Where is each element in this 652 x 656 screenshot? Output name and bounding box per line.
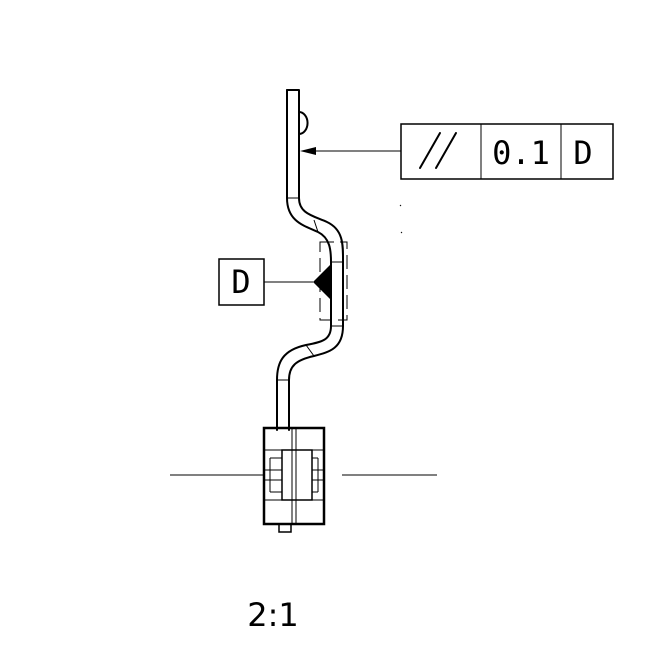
datum-feature-box bbox=[218, 258, 265, 306]
clamp-block bbox=[262, 426, 326, 533]
bracket-outer-edge bbox=[286, 89, 345, 431]
parallelism-icon bbox=[419, 132, 457, 169]
flange-arc bbox=[298, 111, 309, 135]
feature-control-frame bbox=[400, 123, 614, 180]
stray-mark-2 bbox=[400, 231, 403, 234]
fcf-tolerance-value: 0.1 bbox=[492, 134, 550, 172]
bracket-inner-edge bbox=[276, 89, 332, 431]
fcf-leader-arrowhead bbox=[300, 147, 316, 155]
scale-label: 2:1 bbox=[247, 596, 299, 634]
fcf-datum-reference: D bbox=[573, 134, 592, 172]
stray-mark-1 bbox=[399, 204, 402, 207]
bend-line-2 bbox=[313, 219, 319, 233]
datum-feature-letter: D bbox=[231, 263, 250, 301]
datum-triangle bbox=[313, 264, 331, 300]
bend-line-5 bbox=[305, 344, 315, 357]
